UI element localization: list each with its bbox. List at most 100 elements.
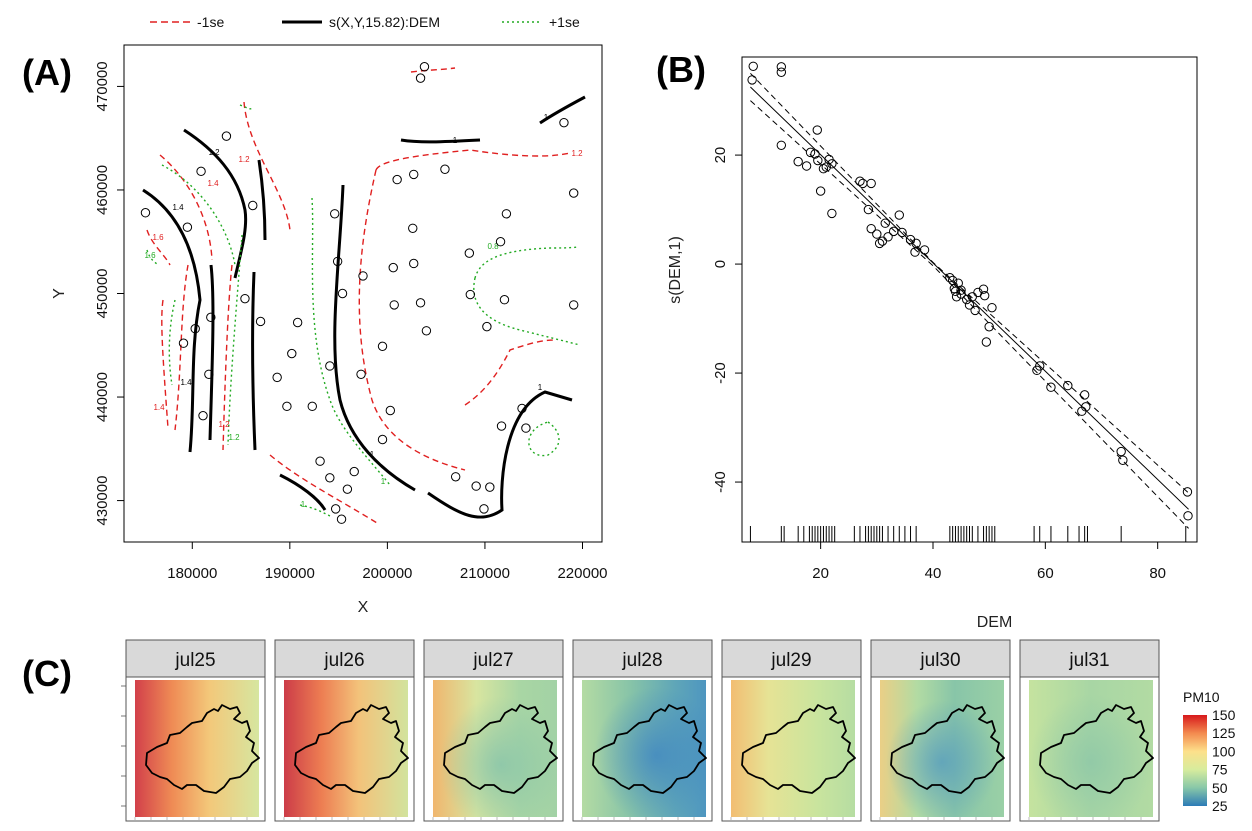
data-point (292, 317, 303, 328)
facet-label: jul28 (621, 650, 662, 671)
facet: jul28 (572, 639, 713, 822)
facet-strip (423, 639, 564, 678)
data-point (392, 174, 402, 185)
data-point (1081, 402, 1091, 412)
panel-label-b: (B) (656, 49, 706, 90)
data-point (810, 149, 820, 159)
facet: jul27 (423, 639, 564, 822)
contour-line (251, 271, 257, 451)
contour-line (410, 67, 456, 73)
data-point (221, 131, 232, 141)
x-axis-label: X (358, 599, 369, 616)
y-tick-label: -20 (712, 362, 729, 384)
data-point (501, 209, 512, 219)
data-point (748, 61, 758, 71)
data-point (464, 248, 475, 258)
contour-label: 1.2 (238, 155, 250, 164)
panel-a: 180000 190000 200000 210000 220000 430000 4400… (51, 44, 608, 616)
facet-strip (572, 639, 713, 678)
data-point (440, 164, 450, 174)
facet: jul26 (274, 639, 415, 822)
contour-line (311, 197, 391, 486)
data-point (897, 227, 907, 238)
contour-line (183, 128, 248, 279)
contour-line (146, 249, 159, 266)
colorbar-tick-label: 75 (1212, 762, 1228, 778)
data-point (855, 176, 865, 186)
contour-label: 1 (301, 500, 306, 509)
data-point (336, 514, 347, 524)
data-point (409, 258, 419, 269)
contour-label: 1 (381, 477, 386, 486)
data-point (569, 300, 579, 310)
contour-line (269, 454, 378, 524)
facet-label: jul31 (1068, 650, 1109, 671)
data-point (1183, 511, 1193, 521)
data-point (872, 229, 882, 239)
data-point (945, 273, 955, 283)
data-point (815, 186, 826, 196)
x-tick-label: 40 (925, 565, 942, 582)
contour-label: 1.4 (180, 378, 192, 387)
upper-band (750, 72, 1189, 494)
contour-line (142, 188, 202, 453)
data-point (888, 226, 899, 237)
x-tick-label: 20 (812, 565, 829, 582)
data-point (482, 321, 492, 332)
colorbar-tick-label: 100 (1212, 743, 1236, 759)
contour-line (539, 95, 586, 125)
contour-label: 1.4 (172, 203, 184, 212)
data-point (206, 312, 216, 323)
colorbar-tick-label: 50 (1212, 780, 1228, 796)
data-point (465, 289, 476, 300)
x-tick-label: 200000 (362, 565, 412, 582)
data-point (776, 140, 787, 150)
data-point (793, 156, 803, 167)
data-point (377, 434, 388, 445)
data-point (747, 75, 757, 85)
legend-item: s(X,Y,15.82):DEM (282, 14, 440, 30)
data-point (204, 369, 214, 379)
data-point (858, 178, 868, 189)
data-point (377, 341, 388, 352)
data-point (190, 324, 200, 334)
facet: jul25 (125, 639, 266, 822)
contour-line (358, 169, 466, 471)
colorbar-tick-label: 125 (1212, 725, 1236, 741)
data-point (408, 223, 418, 233)
x-tick-label: 180000 (167, 565, 217, 582)
contour-label: 1.2 (218, 420, 230, 429)
contour-line (222, 264, 233, 451)
facet: jul29 (721, 639, 862, 822)
colorbar-gradient (1183, 715, 1207, 806)
facet-label: jul30 (919, 650, 960, 671)
contour-line (279, 473, 327, 511)
data-point (332, 256, 343, 267)
data-point (911, 238, 921, 249)
legend-item: -1se (150, 14, 224, 30)
data-point (818, 164, 829, 174)
y-tick-label: 0 (712, 260, 729, 268)
panel-c: jul25 jul26 jul27 jul28 jul29 jul30 jul31 (121, 639, 1160, 822)
panel-a-frame (123, 44, 603, 543)
data-point (961, 294, 972, 305)
facet-label: jul25 (174, 650, 215, 671)
city-boundary (1039, 704, 1154, 794)
city-boundary (443, 704, 558, 794)
data-point (182, 222, 193, 232)
data-point (1035, 361, 1045, 371)
data-point (495, 237, 506, 247)
facet-label: jul27 (472, 650, 513, 671)
y-axis-label: s(DEM,1) (667, 236, 684, 304)
rug (749, 526, 1187, 542)
colorbar-title: PM10 (1183, 689, 1220, 705)
data-point (776, 62, 787, 72)
data-point (950, 286, 961, 297)
contour-line (474, 246, 579, 279)
legend-item: +1se (502, 14, 580, 30)
contour-line (400, 138, 481, 144)
contour-label: 1.2 (228, 433, 240, 442)
data-point (325, 361, 335, 371)
contour-line (239, 104, 254, 110)
y-tick-label: -40 (712, 471, 729, 493)
